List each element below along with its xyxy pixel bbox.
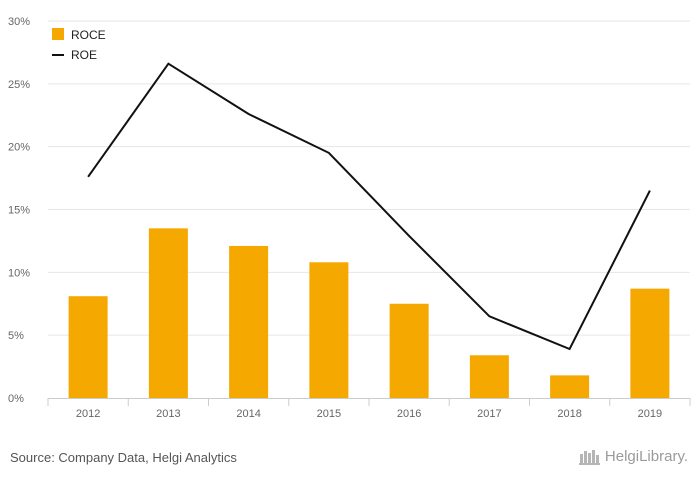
grid-lines: [48, 20, 690, 336]
x-tick-label: 2019: [638, 408, 662, 420]
bar-roce-2013: [148, 228, 188, 398]
bar-roce-2015: [309, 262, 349, 398]
bar-roce-2018: [550, 375, 590, 398]
y-tick-label: 5%: [8, 330, 24, 342]
legend-label-roe: ROE: [71, 48, 97, 62]
y-axis-ticks: 0% 5% 10% 15% 20% 25% 30%: [8, 16, 30, 405]
x-tick-label: 2018: [557, 408, 581, 420]
x-tick-label: 2014: [236, 408, 260, 420]
legend-swatch-roce: [52, 28, 64, 40]
legend-label-roce: ROCE: [71, 28, 106, 42]
bar-roce-2014: [229, 245, 269, 398]
roe-line: [87, 62, 651, 351]
library-icon: [578, 450, 600, 465]
x-tick-label: 2012: [76, 408, 100, 420]
source-note: Source: Company Data, Helgi Analytics: [10, 450, 237, 465]
y-tick-label: 0%: [8, 393, 24, 405]
y-tick-label: 30%: [8, 16, 30, 28]
x-tick-label: 2017: [477, 408, 501, 420]
x-tick-label: 2015: [317, 408, 341, 420]
y-tick-label: 10%: [8, 267, 30, 279]
y-tick-label: 25%: [8, 79, 30, 91]
bar-roce-2019: [630, 288, 670, 398]
roce-bars: [68, 228, 670, 398]
x-axis-ticks: 2012 2013 2014 2015 2016 2017 2018 2019: [76, 408, 662, 420]
y-tick-label: 20%: [8, 142, 30, 154]
bar-roce-2016: [389, 303, 429, 398]
bar-roce-2012: [68, 296, 108, 398]
x-tick-label: 2016: [397, 408, 421, 420]
bar-roce-2017: [469, 355, 509, 398]
brand-name: HelgiLibrary.: [604, 447, 688, 465]
y-tick-label: 15%: [8, 205, 30, 217]
legend: ROCE ROE: [52, 28, 106, 62]
brand-logo: HelgiLibrary.: [578, 447, 688, 465]
x-tick-label: 2013: [156, 408, 180, 420]
x-axis: [47, 398, 691, 406]
